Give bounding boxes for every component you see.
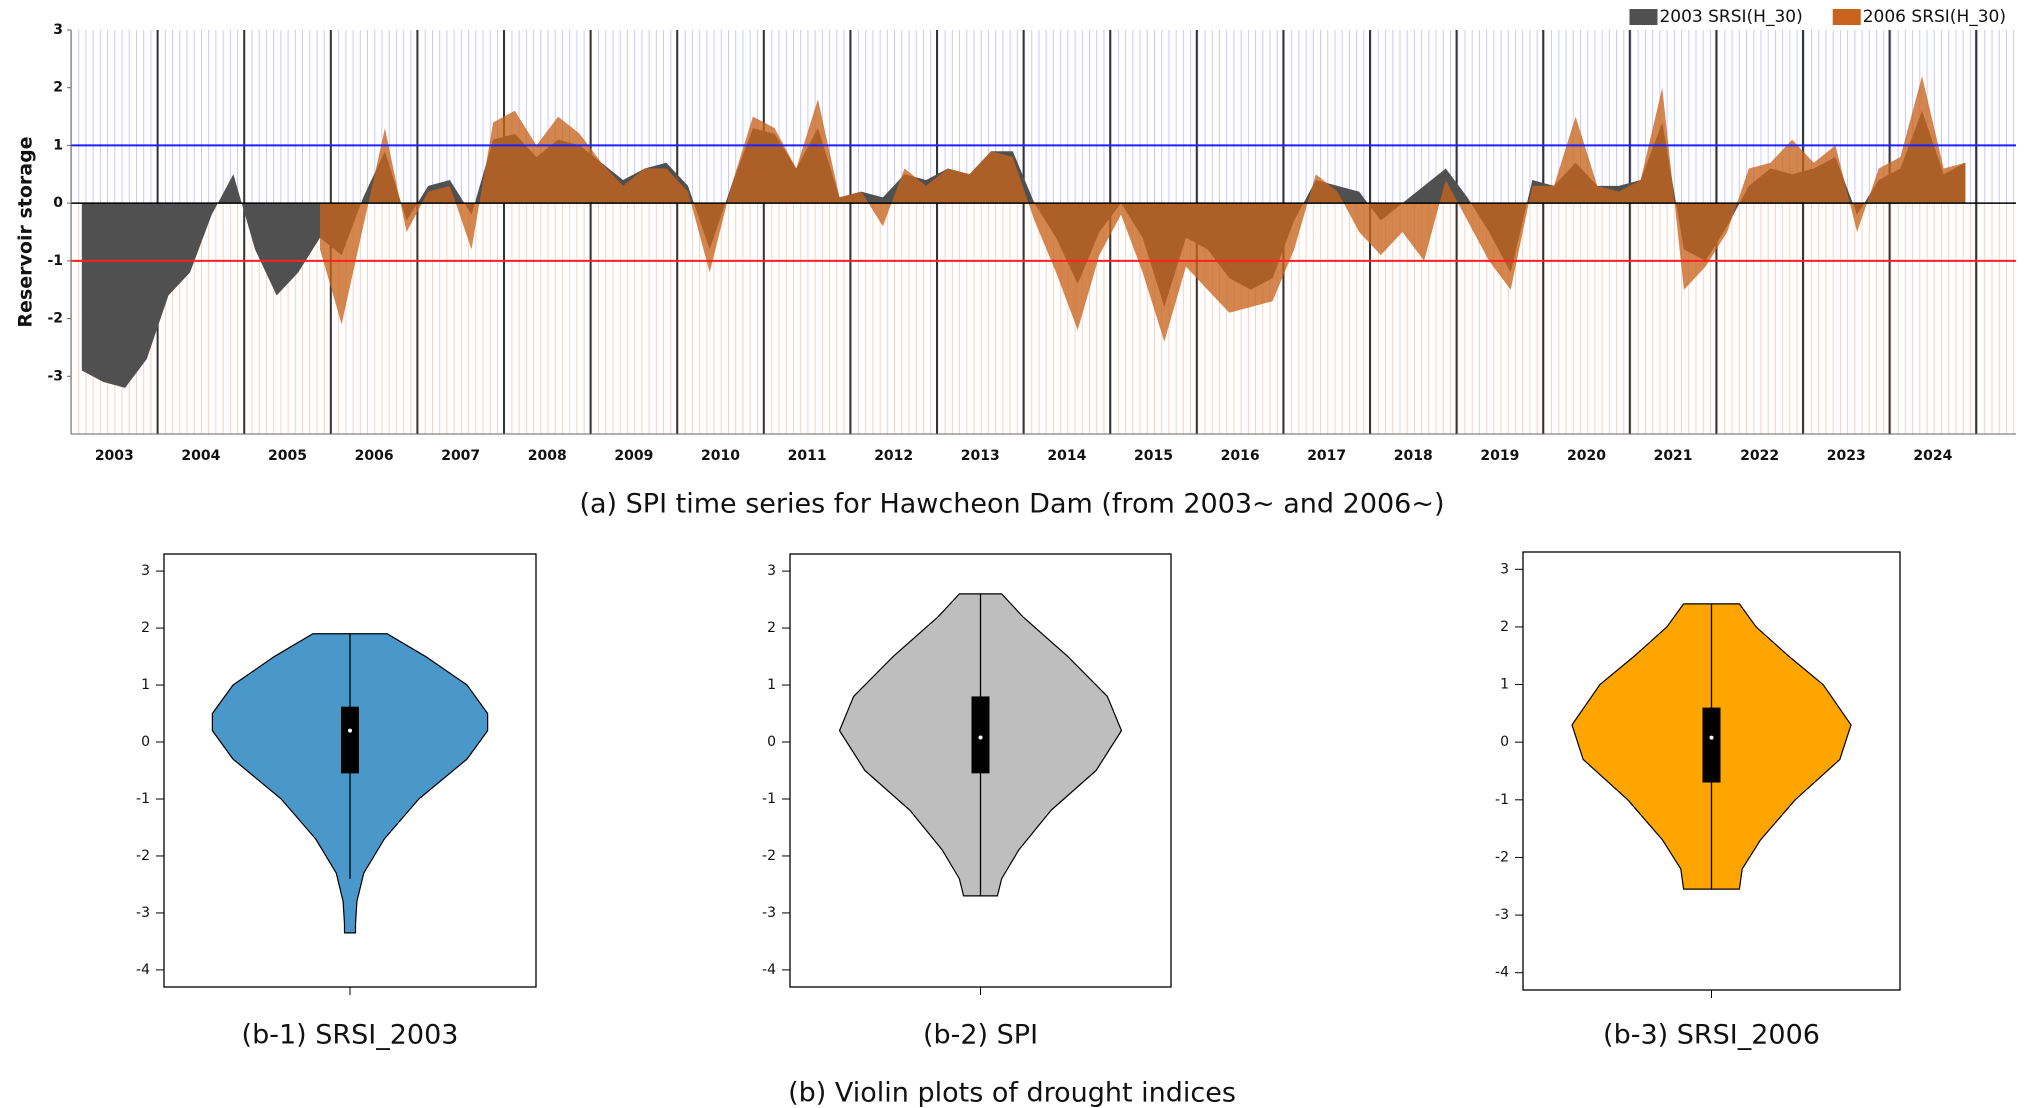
x-tick-label: 2011 xyxy=(788,448,827,464)
x-tick-label: 2017 xyxy=(1307,448,1346,464)
y-tick-label: 2 xyxy=(1500,619,1509,635)
y-tick-label: -4 xyxy=(1495,965,1509,981)
x-tick-label: 2004 xyxy=(181,448,220,464)
x-tick-label: 2023 xyxy=(1827,448,1866,464)
y-tick-label: 1 xyxy=(53,137,63,153)
x-tick-label: 2006 xyxy=(355,448,394,464)
y-tick-label: -3 xyxy=(47,368,63,384)
iqr-box xyxy=(971,696,990,774)
y-tick-label: -2 xyxy=(47,311,63,327)
y-tick-label: -4 xyxy=(762,962,776,978)
x-tick-label: 2008 xyxy=(528,448,567,464)
violin-title: (b-1) SRSI_2003 xyxy=(242,1020,459,1051)
violin-title: (b-2) SPI xyxy=(923,1020,1038,1051)
y-tick-label: 3 xyxy=(1500,561,1509,577)
x-tick-label: 2020 xyxy=(1567,448,1606,464)
y-tick-label: -1 xyxy=(762,791,776,807)
y-tick-label: 2 xyxy=(53,80,63,96)
legend-swatch xyxy=(1832,9,1861,25)
y-tick-label: -3 xyxy=(1495,907,1509,923)
y-tick-label: -1 xyxy=(136,791,150,807)
area xyxy=(319,76,1966,342)
legend-label: 2006 SRSI(H_30) xyxy=(1863,7,2006,27)
x-tick-label: 2010 xyxy=(701,448,740,464)
x-tick-label: 2021 xyxy=(1654,448,1693,464)
x-tick-label: 2013 xyxy=(961,448,1000,464)
iqr-box xyxy=(1702,707,1721,783)
median xyxy=(1709,735,1714,740)
minor-grid xyxy=(71,30,2016,204)
y-tick-label: 2 xyxy=(767,620,776,636)
y-tick-label: 3 xyxy=(141,563,150,579)
y-tick-label: -1 xyxy=(47,253,63,269)
x-tick-label: 2018 xyxy=(1394,448,1433,464)
figure-caption: (b) Violin plots of drought indices xyxy=(788,1078,1236,1108)
y-tick-label: 3 xyxy=(767,563,776,579)
y-tick-label: 0 xyxy=(141,734,150,750)
x-tick-label: 2014 xyxy=(1047,448,1086,464)
chart-title: (a) SPI time series for Hawcheon Dam (fr… xyxy=(579,489,1444,520)
y-tick-label: -2 xyxy=(1495,849,1509,865)
x-tick-label: 2007 xyxy=(441,448,480,464)
y-axis-label: Reservoir storage xyxy=(15,136,37,327)
x-tick-label: 2009 xyxy=(614,448,653,464)
iqr-box xyxy=(341,706,359,774)
y-tick-label: 2 xyxy=(141,620,150,636)
median xyxy=(978,735,983,740)
y-tick-label: -2 xyxy=(762,848,776,864)
y-tick-label: -2 xyxy=(136,848,150,864)
y-tick-label: -1 xyxy=(1495,792,1509,808)
x-tick-label: 2012 xyxy=(874,448,913,464)
x-tick-label: 2024 xyxy=(1913,448,1952,464)
x-tick-label: 2003 xyxy=(95,448,134,464)
y-tick-label: -4 xyxy=(136,962,150,978)
x-tick-label: 2019 xyxy=(1480,448,1519,464)
x-tick-label: 2016 xyxy=(1221,448,1260,464)
y-tick-label: 3 xyxy=(53,22,63,38)
y-tick-label: 1 xyxy=(767,677,776,693)
y-tick-label: 0 xyxy=(1500,734,1509,750)
y-tick-label: -3 xyxy=(136,905,150,921)
y-tick-label: 1 xyxy=(141,677,150,693)
x-tick-label: 2015 xyxy=(1134,448,1173,464)
y-tick-label: -3 xyxy=(762,905,776,921)
violin-title: (b-3) SRSI_2006 xyxy=(1603,1020,1820,1051)
y-tick-label: 0 xyxy=(53,195,63,211)
median xyxy=(348,728,352,733)
y-tick-label: 1 xyxy=(1500,677,1509,693)
x-tick-label: 2005 xyxy=(268,448,307,464)
y-tick-label: 0 xyxy=(767,734,776,750)
legend-swatch xyxy=(1629,9,1658,25)
legend-label: 2003 SRSI(H_30) xyxy=(1659,7,1802,27)
x-tick-label: 2022 xyxy=(1740,448,1779,464)
